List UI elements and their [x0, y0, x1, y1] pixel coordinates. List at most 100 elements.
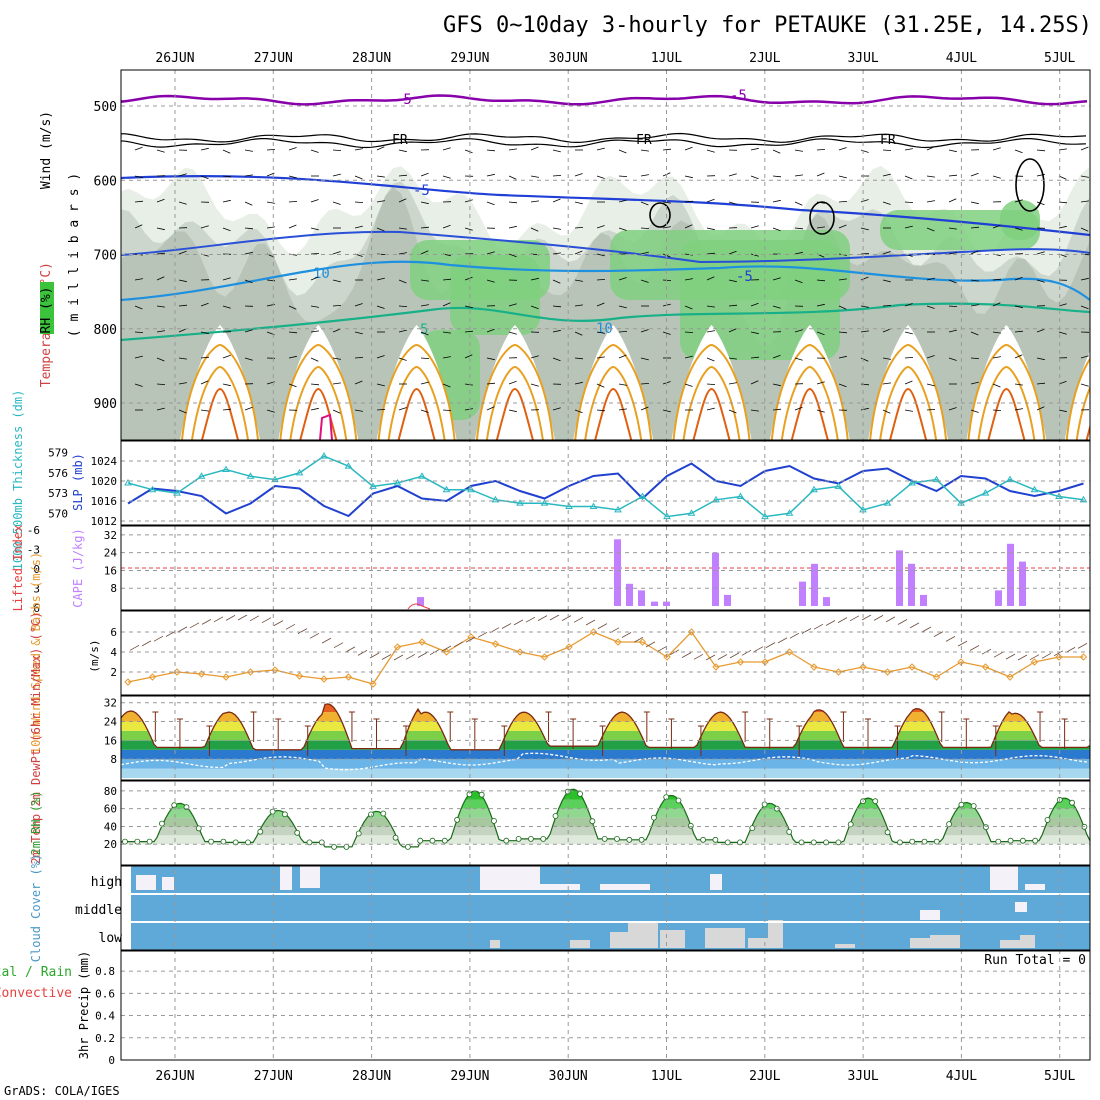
rh-point: [454, 816, 461, 823]
upper-wind-barb: [596, 279, 606, 281]
upper-wind-barb: [442, 175, 451, 179]
upper-wind-barb: [750, 175, 759, 180]
rh-point: [134, 838, 141, 845]
upper-wind-barb: [530, 277, 539, 281]
upper-wind-barb: [1036, 201, 1045, 206]
cloud-low-2: [610, 932, 630, 948]
upper-wind-barb: [530, 305, 539, 310]
upper-wind-barb: [1036, 173, 1045, 177]
upper-wind-barb: [816, 303, 825, 307]
upper-wind-barb: [882, 328, 891, 333]
upper-wind-barb: [464, 199, 473, 203]
wind10-barb: [561, 615, 572, 621]
upper-wind-barb: [706, 383, 716, 385]
upper-wind-barb: [530, 355, 539, 359]
rh-point: [810, 839, 817, 846]
cape-bar-2JUL12: [811, 563, 818, 606]
isotherm-fr-b: [121, 138, 1087, 149]
wind-point: [246, 668, 255, 676]
temp-band-12: [121, 740, 1090, 750]
upper-wind-barb: [552, 227, 561, 230]
upper-wind-barb: [398, 329, 407, 333]
upper-wind-barb: [552, 149, 561, 153]
upper-wind-barb: [244, 251, 253, 255]
upper-wind-barb: [222, 383, 231, 387]
date-label-top-4: 30JUN: [549, 51, 588, 66]
cape-bar-4JUL09: [995, 590, 1002, 606]
cape-bar-30JUN12: [614, 539, 621, 606]
upper-wind-barb: [816, 226, 825, 229]
rh-band-0: [121, 844, 1090, 862]
upper-wind-barb: [332, 251, 341, 255]
thickness-point: [932, 475, 941, 483]
upper-wind-barb: [574, 409, 583, 414]
grid-lines: [121, 70, 1090, 1060]
li-tick-1: -3: [27, 544, 40, 557]
label-blue-minus5-b: -5: [736, 269, 753, 285]
upper-wind-barb: [552, 175, 562, 177]
isotherm-minus5-upper: [121, 94, 1088, 106]
wind10-barb: [417, 652, 428, 658]
upper-wind-barb: [310, 407, 319, 411]
temp-contour-plume-1-1: [289, 365, 348, 440]
cloud-low-label: low: [99, 931, 123, 946]
upper-wind-barb: [882, 382, 891, 385]
upper-wind-barb: [1036, 251, 1045, 255]
wind10-barb: [933, 631, 944, 637]
temp-contour-hot: [319, 413, 333, 440]
rh-point: [1020, 837, 1026, 844]
isotherm-blue-2: [121, 230, 1090, 264]
upper-wind-barb: [486, 201, 495, 206]
upper-wind-barb: [618, 175, 628, 177]
surface-plume-2: [376, 325, 457, 440]
upper-wind-barb: [530, 383, 539, 387]
upper-wind-barb: [618, 305, 627, 309]
wind10-barb: [993, 651, 1004, 658]
temp-contour-plume-4-2: [594, 387, 633, 440]
rh-point: [232, 839, 239, 846]
upper-wind-barb: [926, 355, 935, 359]
cape-bar-30JUN15: [626, 583, 633, 606]
wind10-barb: [945, 636, 956, 642]
cloud-high-1: [162, 877, 174, 890]
thickness-point: [197, 472, 206, 479]
upper-wind-barb: [134, 224, 143, 229]
rh-point: [220, 838, 227, 845]
upper-wind-barb: [618, 331, 628, 333]
upper-wind-barb: [354, 303, 363, 307]
upper-wind-barb: [266, 172, 275, 177]
upper-wind-barb: [904, 225, 913, 229]
wind10-barb: [801, 628, 812, 634]
dewpoint-curve: [121, 752, 1088, 771]
wind-point: [736, 658, 745, 666]
cloud-low-10: [930, 935, 960, 948]
wind-point: [271, 666, 279, 674]
surface-plume-4: [573, 325, 654, 440]
upper-wind-barb: [926, 146, 935, 151]
upper-wind-barb: [684, 224, 693, 229]
upper-wind-barb: [310, 357, 319, 362]
temp-contour-plume-4-1: [584, 365, 643, 440]
upper-wind-barb: [882, 279, 891, 283]
upper-wind-barb: [354, 225, 363, 229]
upper-wind-barb: [992, 331, 1001, 334]
wind-segment: [690, 631, 717, 668]
thickness-point: [442, 485, 451, 493]
slp-line: [127, 462, 1084, 518]
cloud-cover-panel: [121, 866, 1090, 950]
rh-point: [245, 839, 251, 846]
upper-wind-barb: [816, 279, 826, 282]
upper-wind-barb: [904, 175, 913, 180]
upper-wind-barb: [1036, 328, 1045, 333]
upper-wind-barb: [420, 331, 429, 336]
upper-wind-barb: [926, 227, 935, 232]
label-fr-1: FR: [636, 133, 652, 148]
upper-wind-barb: [464, 149, 473, 154]
rh-point: [823, 839, 829, 846]
upper-wind-barb: [574, 279, 583, 282]
date-label-top-7: 3JUL: [847, 51, 878, 66]
cape-bar-1JUL15: [724, 594, 731, 606]
frame-rh: [120, 780, 1091, 866]
wind-tick-2: 2: [110, 666, 117, 679]
